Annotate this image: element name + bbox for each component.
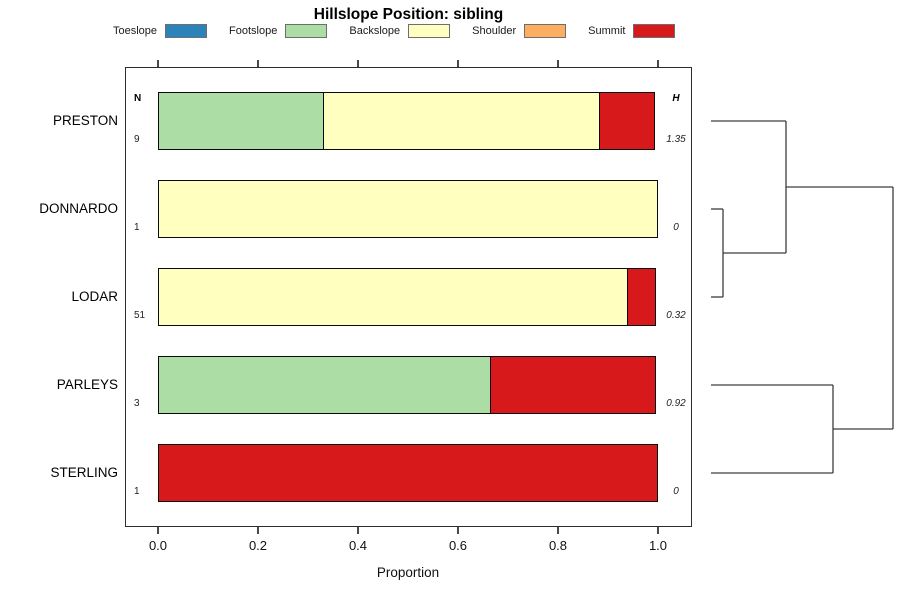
bottom-tick	[557, 527, 559, 534]
plot-box	[125, 67, 692, 527]
top-tick	[157, 60, 159, 67]
x-tick-label: 0.0	[148, 538, 168, 553]
bar-segment-summit	[599, 92, 655, 150]
legend-label: Summit	[588, 25, 626, 37]
h-value: 0	[673, 486, 679, 497]
x-tick-label: 1.0	[648, 538, 668, 553]
legend-label: Backslope	[349, 25, 401, 37]
bottom-tick	[157, 527, 159, 534]
top-tick	[457, 60, 459, 67]
legend-label: Footslope	[229, 25, 278, 37]
bottom-tick	[357, 527, 359, 534]
bar-segment-backslope	[158, 268, 629, 326]
legend: Toeslope Footslope Backslope Shoulder Summit	[113, 24, 676, 38]
h-value: 0	[673, 222, 679, 233]
bar-segment-backslope	[158, 180, 658, 238]
legend-swatch	[285, 24, 328, 38]
bottom-tick	[457, 527, 459, 534]
bar-segment-backslope	[323, 92, 601, 150]
stacked-bar	[158, 180, 658, 238]
stacked-bar	[158, 356, 658, 414]
n-column-header: N	[134, 93, 142, 104]
chart-title: Hillslope Position: sibling	[313, 6, 504, 23]
legend-item: Summit	[588, 24, 676, 38]
row-label: STERLING	[50, 465, 118, 480]
x-tick-label: 0.8	[548, 538, 568, 553]
legend-swatch	[524, 24, 567, 38]
bottom-tick	[657, 527, 659, 534]
legend-item: Footslope	[229, 24, 328, 38]
row-label: DONNARDO	[39, 201, 118, 216]
x-axis-title: Proportion	[376, 565, 440, 580]
legend-item: Backslope	[349, 24, 451, 38]
x-tick-label: 0.6	[448, 538, 468, 553]
h-value: 1.35	[666, 134, 686, 145]
legend-swatch	[165, 24, 208, 38]
x-tick-label: 0.2	[248, 538, 268, 553]
n-value: 3	[134, 398, 140, 409]
stacked-bar	[158, 268, 658, 326]
n-value: 1	[134, 486, 140, 497]
legend-item: Toeslope	[113, 24, 208, 38]
top-tick	[557, 60, 559, 67]
n-value: 9	[134, 134, 140, 145]
h-value: 0.32	[666, 310, 686, 321]
stacked-bar	[158, 92, 658, 150]
bottom-tick	[257, 527, 259, 534]
legend-item: Shoulder	[472, 24, 567, 38]
row-label: LODAR	[71, 289, 118, 304]
h-value: 0.92	[666, 398, 686, 409]
row-label: PARLEYS	[56, 377, 118, 392]
bar-segment-summit	[627, 268, 657, 326]
h-column-header: H	[672, 93, 680, 104]
stacked-bar	[158, 444, 658, 502]
bar-segment-summit	[158, 444, 658, 502]
x-tick-label: 0.4	[348, 538, 368, 553]
top-tick	[357, 60, 359, 67]
row-label: PRESTON	[52, 113, 118, 128]
bar-segment-footslope	[158, 356, 492, 414]
legend-label: Shoulder	[472, 25, 517, 37]
legend-label: Toeslope	[113, 25, 158, 37]
legend-swatch	[633, 24, 676, 38]
legend-swatch	[408, 24, 451, 38]
bar-segment-summit	[489, 356, 657, 414]
bar-segment-footslope	[158, 92, 325, 150]
n-value: 51	[134, 310, 146, 321]
n-value: 1	[134, 222, 140, 233]
top-tick	[257, 60, 259, 67]
top-tick	[657, 60, 659, 67]
